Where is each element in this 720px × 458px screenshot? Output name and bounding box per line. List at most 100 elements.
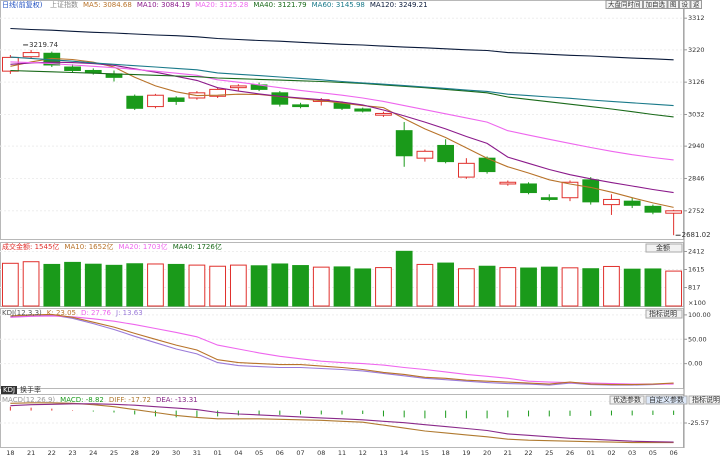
volume-bar — [499, 267, 517, 307]
x-tick-label: 29 — [151, 449, 159, 457]
x-tick-label: 12 — [359, 449, 367, 457]
volume-bar — [665, 270, 683, 307]
x-tick-label: 18 — [6, 449, 14, 457]
line — [10, 313, 674, 386]
tab[interactable]: 换手率 — [20, 385, 41, 394]
candle-body — [520, 183, 537, 194]
button[interactable]: 返 — [693, 1, 700, 9]
line — [10, 402, 674, 444]
volume-bar — [437, 262, 455, 307]
kdj-panel — [0, 308, 684, 389]
legend-entry: MA120: 3249.21 — [370, 1, 428, 9]
button[interactable]: 大盘同时间 — [608, 0, 641, 9]
x-tick-label: 07 — [296, 449, 304, 457]
x-tick-label: 23 — [68, 449, 76, 457]
candle-body — [167, 97, 185, 102]
legend-entry: MA60: 3145.98 — [312, 1, 365, 9]
candle-body — [22, 52, 40, 58]
line — [10, 56, 674, 107]
button[interactable]: 加自选 — [646, 0, 666, 9]
legend-entry: DIFF: -17.72 — [109, 396, 151, 404]
y-tick-label: 3220 — [688, 46, 705, 54]
volume-bar — [22, 261, 40, 307]
volume-bar — [561, 267, 579, 307]
button[interactable]: 图 — [670, 1, 677, 9]
volume-bar — [292, 265, 309, 307]
x-tick-label: 18 — [441, 449, 449, 457]
x-tick-label: 20 — [483, 449, 491, 457]
legend-entry: MA40: 1726亿 — [173, 242, 222, 251]
candle-body — [271, 92, 289, 105]
button-bg — [605, 0, 643, 9]
tab[interactable]: KDJ — [3, 386, 15, 394]
y-tick-label: 1615 — [688, 266, 705, 274]
volume-bar — [520, 267, 537, 307]
y-tick-label: 2412 — [688, 248, 705, 256]
candle-body — [561, 181, 579, 199]
candle-body — [354, 108, 372, 112]
button[interactable]: 设 — [682, 0, 689, 9]
legend-entry: MA20: 1703亿 — [119, 242, 168, 251]
volume-bar — [64, 261, 81, 307]
button-bg — [609, 395, 645, 405]
unit-label: ×100 — [688, 299, 706, 307]
candle-body — [623, 200, 641, 206]
line — [10, 61, 674, 161]
line — [10, 57, 674, 208]
volume-bar — [623, 268, 641, 307]
x-tick-label: 25 — [545, 449, 553, 457]
legend-entry: MA10: 1652亿 — [64, 242, 113, 251]
x-tick-label: 15 — [421, 449, 429, 457]
volume-bar — [457, 268, 475, 307]
volume-bar — [250, 265, 268, 307]
volume-bar — [229, 264, 247, 307]
candle-body — [64, 66, 81, 71]
x-tick-label: 26 — [566, 449, 574, 457]
x-tick-label: 21 — [27, 449, 35, 457]
button-bg — [645, 395, 688, 405]
legend-entry: MA20: 3125.28 — [195, 1, 248, 9]
legend-entry: KDJ(12,3,3) — [2, 309, 42, 317]
y-tick-label: 50.00 — [688, 335, 707, 343]
button-bg — [643, 0, 668, 9]
y-tick-label: 2846 — [688, 174, 705, 182]
y-tick-label: 100.00 — [688, 311, 711, 319]
volume-bar — [271, 263, 289, 307]
candle-body — [665, 210, 683, 214]
legend-entry: K: 23.05 — [47, 309, 76, 317]
candle-body — [540, 197, 558, 200]
button[interactable]: 指标说明 — [692, 395, 720, 404]
x-tick-label: 06 — [276, 449, 284, 457]
y-tick-label: 0.00 — [688, 360, 702, 368]
y-tick-label: 3126 — [688, 78, 705, 86]
candle-body — [229, 85, 247, 89]
y-tick-label: 2940 — [688, 142, 705, 150]
button-bg — [688, 395, 720, 405]
annotation: 2681.02 — [682, 231, 711, 239]
volume-bar — [105, 264, 123, 307]
legend-entry: MACD: -8.82 — [60, 396, 104, 404]
volume-bar — [126, 263, 144, 307]
volume-bar — [582, 268, 600, 307]
button[interactable]: 金额 — [656, 243, 670, 252]
x-tick-label: 01 — [213, 449, 221, 457]
legend-entry: MACD(12,26,9) — [2, 396, 55, 404]
volume-bar — [540, 266, 558, 307]
candle-body — [147, 94, 164, 108]
volume-bar — [395, 250, 413, 307]
period-label: 日线(前复权) — [2, 0, 43, 9]
button[interactable]: 自定义参数 — [649, 395, 684, 404]
x-tick-label: 21 — [504, 449, 512, 457]
candle-body — [416, 150, 434, 159]
x-tick-label: 01 — [587, 449, 595, 457]
legend-entry: D: 27.76 — [81, 309, 112, 317]
button[interactable]: 指标说明 — [649, 309, 677, 318]
legend-entry: 成交金额: 1545亿 — [2, 242, 59, 251]
volume-bar — [375, 267, 392, 307]
button-bg — [667, 0, 679, 9]
y-tick-label: 817 — [688, 284, 700, 292]
x-tick-label: 06 — [669, 449, 677, 457]
x-tick-label: 04 — [234, 449, 242, 457]
button[interactable]: 优选参数 — [613, 395, 641, 404]
legend-entry: MA40: 3121.79 — [253, 1, 306, 9]
